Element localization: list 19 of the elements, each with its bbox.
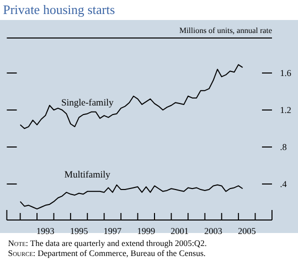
series-label: Multifamily xyxy=(64,170,111,180)
x-tick-label: 1993 xyxy=(36,226,55,236)
text: Note: The data are quarterly and extend through 2005:Q2. xyxy=(8,238,207,248)
line-series xyxy=(20,64,244,129)
x-tick-label: 1995 xyxy=(70,226,88,236)
x-tick-label: 1997 xyxy=(104,226,122,236)
x-tick-label: 2003 xyxy=(204,226,223,236)
y-tick-label: .8 xyxy=(280,142,288,152)
y-axis-title: Millions of units, annual rate xyxy=(179,26,272,35)
source-note: Source: Department of Commerce, Bureau of the Census. xyxy=(8,248,206,258)
chart-title: Private housing starts xyxy=(3,2,115,17)
x-tick-label: 2005 xyxy=(238,226,256,236)
x-tick-label: 1999 xyxy=(137,226,156,236)
y-tick-label: 1.2 xyxy=(280,105,292,115)
x-tick-label: 2001 xyxy=(170,226,189,236)
y-tick-label: .4 xyxy=(280,179,288,189)
line-series xyxy=(20,184,244,210)
y-tick-label: 1.6 xyxy=(280,68,292,78)
series-label: Single-family xyxy=(61,98,114,109)
